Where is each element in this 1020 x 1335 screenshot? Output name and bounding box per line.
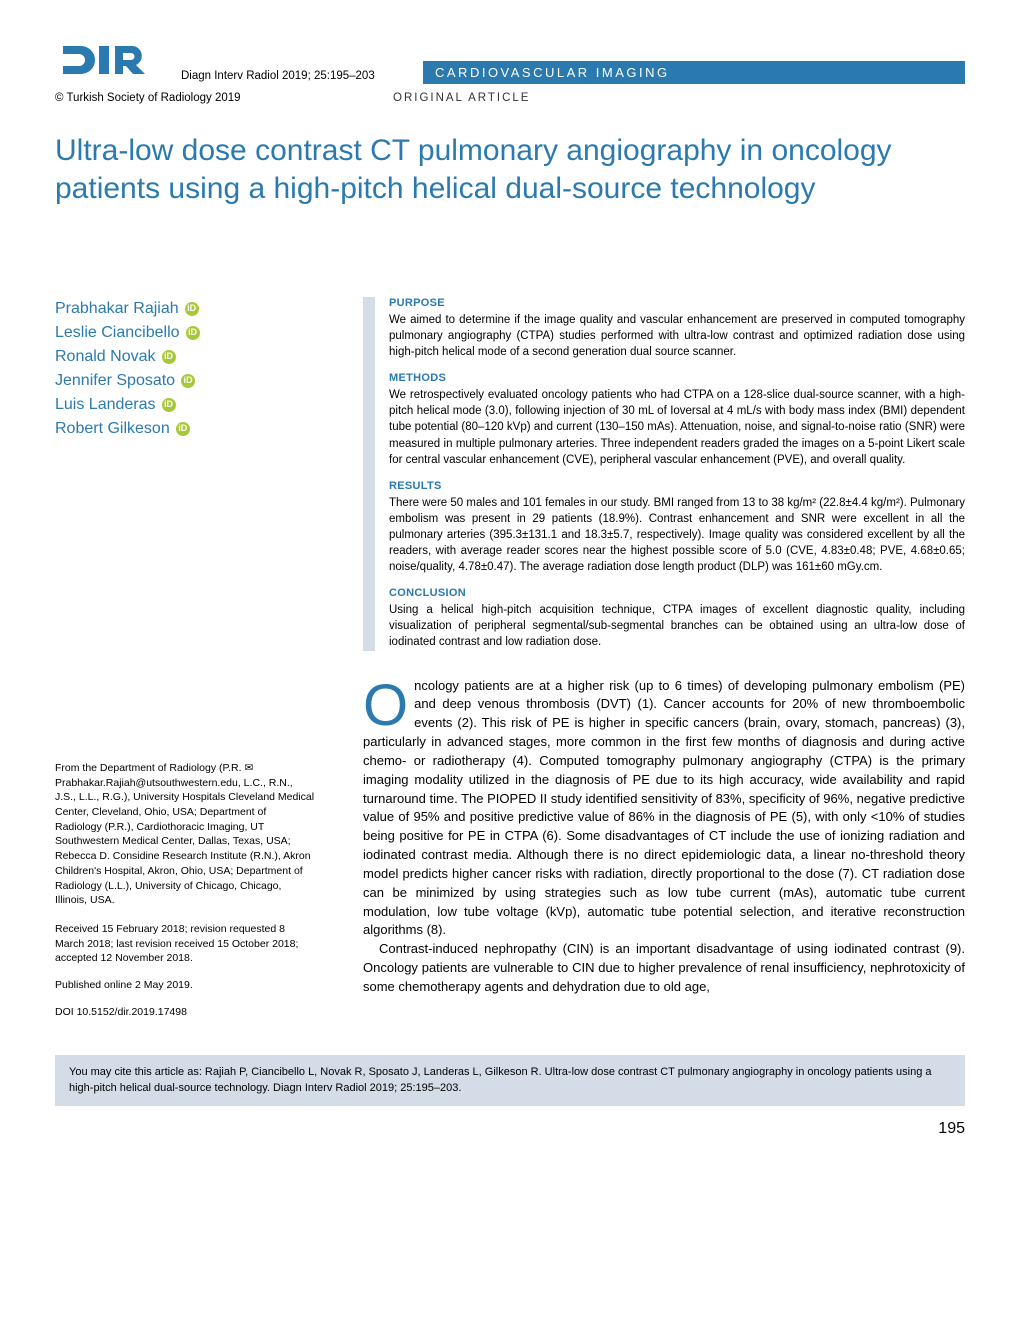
abstract-conclusion-text: Using a helical high-pitch acquisition t… [389,602,965,650]
orcid-icon[interactable]: iD [162,398,176,412]
author: Jennifer SposatoiD [55,369,315,393]
body-text: Oncology patients are at a higher risk (… [363,677,965,997]
article-type: ORIGINAL ARTICLE [393,92,965,104]
received-info: Received 15 February 2018; revision requ… [55,922,315,966]
abstract-results-text: There were 50 males and 101 females in o… [389,495,965,575]
abstract-methods-heading: METHODS [389,372,965,384]
journal-citation: Diagn Interv Radiol 2019; 25:195–203 [181,70,393,84]
abstract-results-heading: RESULTS [389,480,965,492]
author: Luis LanderasiD [55,393,315,417]
abstract-box: PURPOSE We aimed to determine if the ima… [363,297,965,651]
abstract-methods-text: We retrospectively evaluated oncology pa… [389,387,965,467]
author: Leslie CiancibelloiD [55,321,315,345]
category-label: CARDIOVASCULAR IMAGING [423,61,965,84]
page-number: 195 [55,1120,965,1138]
affiliation-text: From the Department of Radiology (P.R. ✉… [55,761,315,908]
orcid-icon[interactable]: iD [176,422,190,436]
journal-logo [55,40,151,84]
orcid-icon[interactable]: iD [186,326,200,340]
orcid-icon[interactable]: iD [181,374,195,388]
abstract-conclusion-heading: CONCLUSION [389,587,965,599]
doi: DOI 10.5152/dir.2019.17498 [55,1005,315,1020]
author: Ronald NovakiD [55,345,315,369]
abstract-purpose-heading: PURPOSE [389,297,965,309]
published-info: Published online 2 May 2019. [55,978,315,993]
author-list: Prabhakar RajiahiD Leslie CiancibelloiD … [55,297,315,441]
author: Robert GilkesoniD [55,417,315,441]
article-title: Ultra-low dose contrast CT pulmonary ang… [55,132,965,207]
orcid-icon[interactable]: iD [162,350,176,364]
dropcap: O [363,677,414,730]
orcid-icon[interactable]: iD [185,302,199,316]
copyright: © Turkish Society of Radiology 2019 [55,92,363,104]
citation-box: You may cite this article as: Rajiah P, … [55,1055,965,1106]
abstract-purpose-text: We aimed to determine if the image quali… [389,312,965,360]
author: Prabhakar RajiahiD [55,297,315,321]
